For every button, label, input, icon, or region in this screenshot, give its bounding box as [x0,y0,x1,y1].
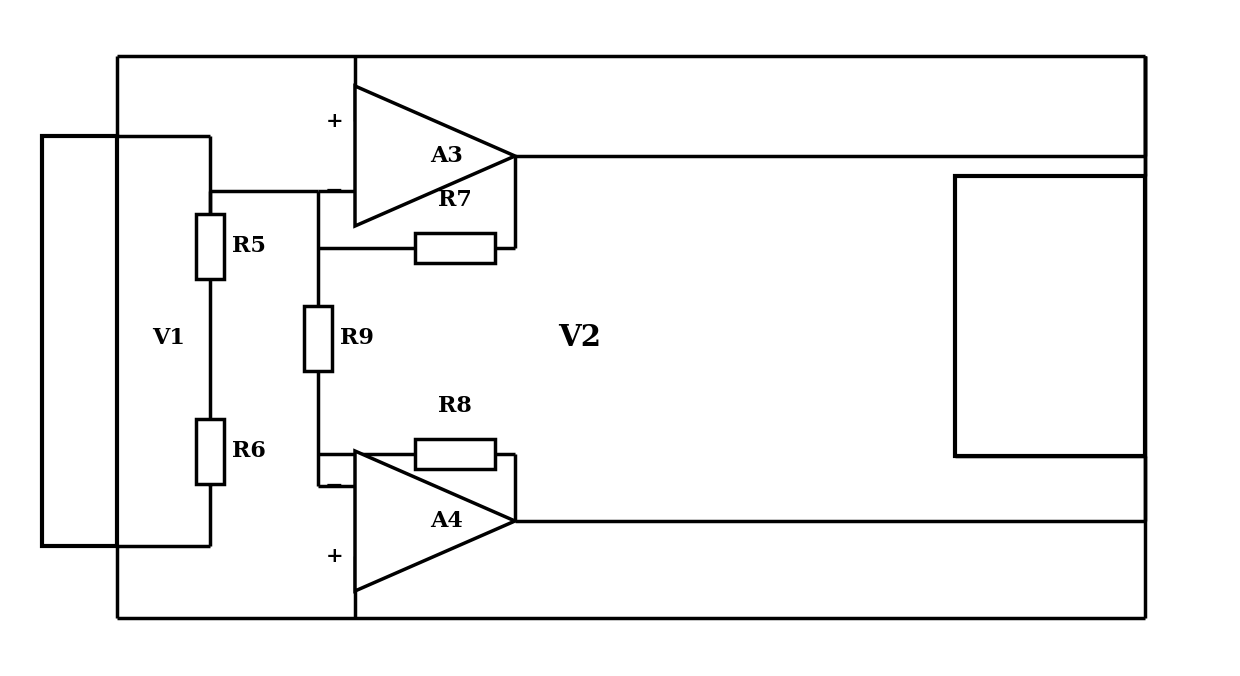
Text: −: − [325,475,343,497]
Text: R8: R8 [438,395,472,417]
Text: 4: 4 [1039,301,1060,331]
Text: R6: R6 [232,440,265,462]
Bar [415,439,495,469]
Text: R7: R7 [438,189,472,211]
Text: +: + [325,111,343,131]
Text: V2: V2 [558,324,601,352]
Text: R5: R5 [232,235,265,257]
Bar [42,136,117,546]
Bar [196,418,224,483]
Text: −: − [325,180,343,202]
Text: +: + [325,546,343,566]
Bar [415,233,495,263]
Bar [955,176,1145,456]
Bar [196,214,224,279]
Polygon shape [355,451,515,591]
Bar [304,306,332,370]
Polygon shape [355,86,515,226]
Text: V1: V1 [153,327,185,349]
Text: 2: 2 [69,326,91,356]
Text: A3: A3 [430,145,464,167]
Text: A4: A4 [430,510,464,532]
Text: R9: R9 [340,327,374,349]
